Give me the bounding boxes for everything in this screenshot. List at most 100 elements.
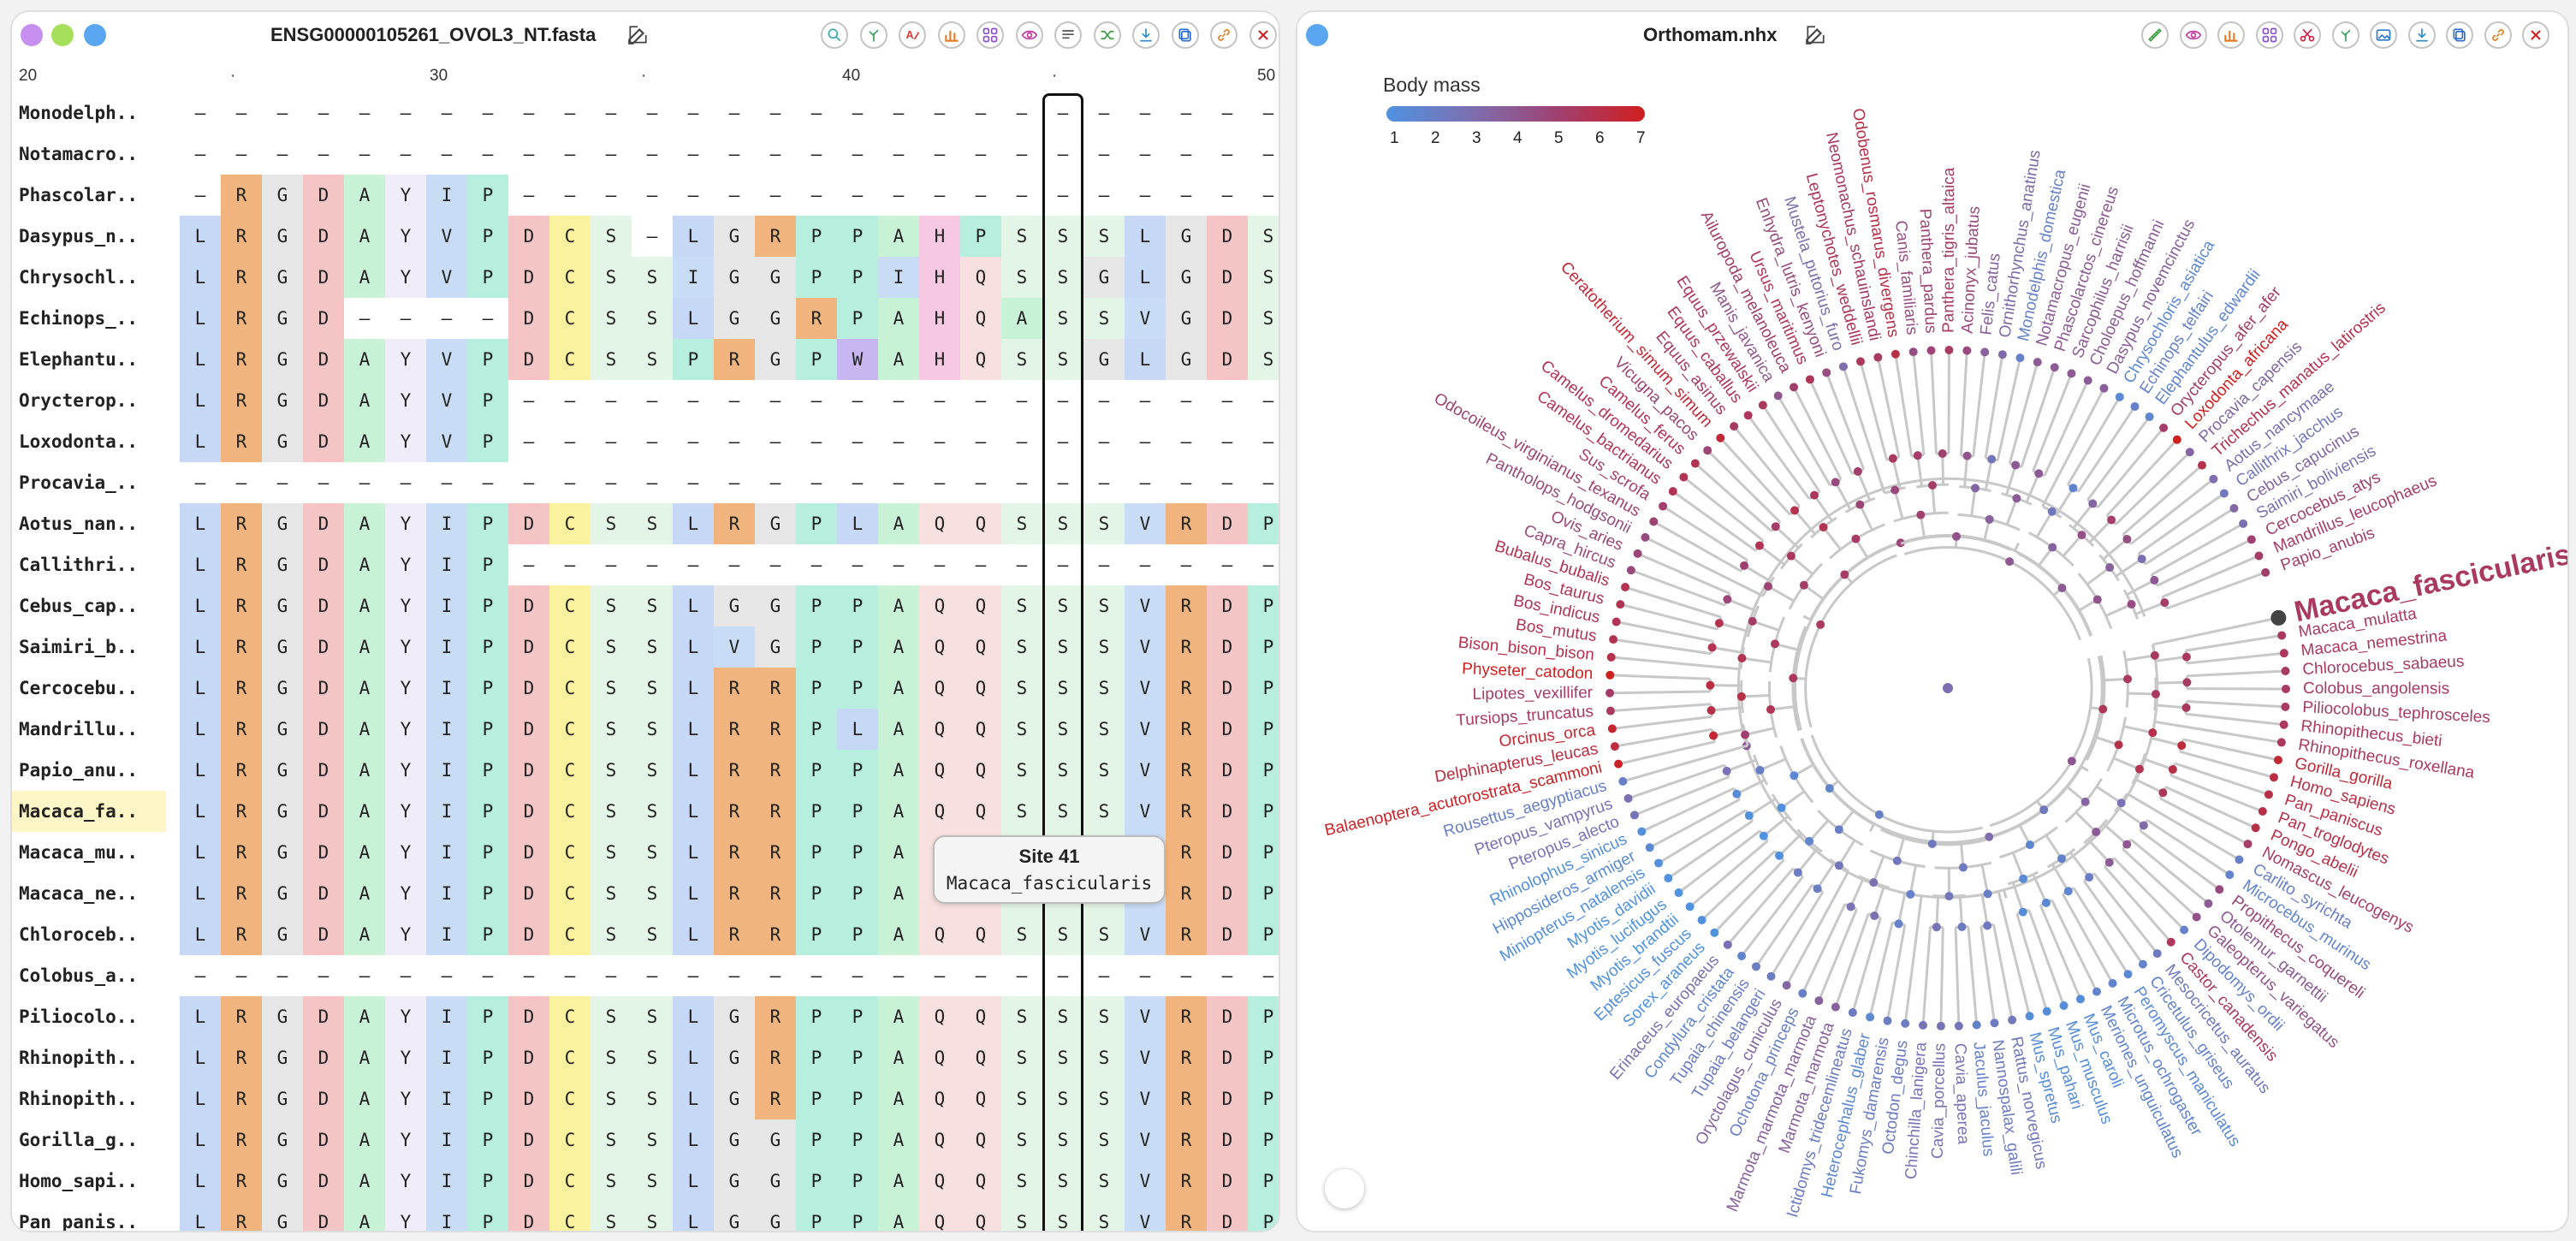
residue-cell[interactable]: A xyxy=(878,1202,919,1231)
residue-cell[interactable]: Q xyxy=(919,709,960,750)
internal-node[interactable] xyxy=(1870,911,1879,921)
residue-cell[interactable]: Y xyxy=(385,1078,426,1119)
internal-node[interactable] xyxy=(2012,494,2021,503)
tip-node[interactable] xyxy=(2219,489,2229,498)
residue-cell[interactable]: – xyxy=(919,421,960,462)
internal-node[interactable] xyxy=(1834,825,1843,834)
residue-cell[interactable]: – xyxy=(221,955,262,996)
residue-cell[interactable]: – xyxy=(632,92,673,134)
internal-node[interactable] xyxy=(1927,839,1937,848)
tip-node[interactable] xyxy=(1901,1018,1910,1028)
residue-cell[interactable]: – xyxy=(1042,380,1083,421)
residue-cell[interactable]: L xyxy=(673,668,714,709)
sequence-name[interactable]: Macaca_mu.. xyxy=(19,842,139,863)
residue-cell[interactable]: R xyxy=(755,1078,796,1119)
residue-cell[interactable]: I xyxy=(426,544,467,585)
residue-cell[interactable]: H xyxy=(919,298,960,339)
residue-cell[interactable]: Q xyxy=(919,996,960,1037)
residue-cell[interactable]: L xyxy=(180,503,221,544)
residue-cell[interactable]: L xyxy=(180,544,221,585)
residue-cell[interactable]: L xyxy=(673,1202,714,1231)
residue-cell[interactable]: S xyxy=(1042,1037,1083,1078)
residue-cell[interactable]: D xyxy=(508,914,549,955)
residue-cell[interactable]: L xyxy=(180,709,221,750)
residue-cell[interactable]: R xyxy=(221,709,262,750)
residue-cell[interactable]: L xyxy=(673,832,714,873)
residue-cell[interactable]: I xyxy=(426,1119,467,1161)
residue-cell[interactable]: R xyxy=(221,626,262,668)
residue-cell[interactable]: P xyxy=(1248,709,1279,750)
residue-cell[interactable]: D xyxy=(1207,339,1248,380)
residue-cell[interactable]: – xyxy=(796,421,837,462)
residue-cell[interactable]: – xyxy=(632,544,673,585)
internal-node[interactable] xyxy=(1707,643,1717,652)
residue-cell[interactable]: – xyxy=(221,134,262,175)
residue-cell[interactable]: G xyxy=(755,1161,796,1202)
residue-cell[interactable]: I xyxy=(426,503,467,544)
internal-node[interactable] xyxy=(2137,555,2146,564)
residue-cell[interactable]: C xyxy=(549,216,591,257)
tip-node[interactable] xyxy=(1990,1018,1999,1028)
residue-cell[interactable]: – xyxy=(1248,421,1279,462)
residue-cell[interactable]: G xyxy=(262,1078,303,1119)
residue-cell[interactable]: S xyxy=(1001,709,1042,750)
internal-node[interactable] xyxy=(2088,499,2098,508)
residue-cell[interactable]: R xyxy=(1166,709,1207,750)
image-button[interactable] xyxy=(2370,21,2397,49)
residue-cell[interactable]: P xyxy=(1248,791,1279,832)
residue-cell[interactable]: C xyxy=(549,298,591,339)
residue-cell[interactable]: – xyxy=(1042,134,1083,175)
residue-cell[interactable]: P xyxy=(1248,668,1279,709)
residue-cell[interactable]: – xyxy=(714,175,755,216)
internal-node[interactable] xyxy=(1906,889,1915,899)
internal-node[interactable] xyxy=(1771,639,1780,649)
internal-node[interactable] xyxy=(2114,740,2123,750)
residue-cell[interactable]: – xyxy=(1001,544,1042,585)
residue-cell[interactable]: – xyxy=(344,134,385,175)
tip-node[interactable] xyxy=(2008,1015,2017,1024)
residue-cell[interactable]: – xyxy=(755,134,796,175)
scissors-button[interactable] xyxy=(2294,21,2321,49)
sequence-name[interactable]: Rhinopith.. xyxy=(19,1089,139,1109)
residue-cell[interactable]: A xyxy=(878,996,919,1037)
internal-node[interactable] xyxy=(2177,741,2187,751)
residue-cell[interactable]: – xyxy=(673,462,714,503)
window-dot-green[interactable] xyxy=(51,24,74,46)
residue-cell[interactable]: – xyxy=(960,462,1001,503)
internal-node[interactable] xyxy=(1913,451,1922,460)
tip-node[interactable] xyxy=(2247,535,2256,544)
residue-cell[interactable]: G xyxy=(714,1202,755,1231)
residue-cell[interactable]: Y xyxy=(385,175,426,216)
shuffle-button[interactable] xyxy=(1093,21,1121,49)
tip-node[interactable] xyxy=(2239,519,2248,528)
tip-node[interactable] xyxy=(2042,1006,2051,1016)
residue-cell[interactable]: Q xyxy=(919,585,960,626)
residue-cell[interactable]: G xyxy=(262,257,303,298)
residue-cell[interactable]: S xyxy=(632,709,673,750)
sequence-name[interactable]: Dasypus_n.. xyxy=(19,226,139,246)
tip-node[interactable] xyxy=(1614,759,1623,769)
tip-node[interactable] xyxy=(2180,925,2189,935)
residue-cell[interactable]: L xyxy=(180,1119,221,1161)
sequence-name[interactable]: Notamacro.. xyxy=(19,144,139,164)
edit-icon[interactable] xyxy=(1804,24,1826,46)
residue-cell[interactable]: R xyxy=(1166,914,1207,955)
residue-cell[interactable]: Q xyxy=(960,1161,1001,1202)
sequence-row[interactable]: – – – – – – – – – – – – – – – – – – – – – – – – – – – xyxy=(180,92,1279,134)
tip-node[interactable] xyxy=(1737,952,1747,961)
residue-cell[interactable]: – xyxy=(1166,462,1207,503)
residue-cell[interactable]: C xyxy=(549,1202,591,1231)
residue-cell[interactable]: L xyxy=(673,503,714,544)
residue-cell[interactable]: – xyxy=(1166,134,1207,175)
residue-cell[interactable]: H xyxy=(919,216,960,257)
residue-cell[interactable]: G xyxy=(262,339,303,380)
tip-node[interactable] xyxy=(1954,1021,1963,1030)
internal-node[interactable] xyxy=(1722,766,1731,775)
residue-cell[interactable]: – xyxy=(755,544,796,585)
internal-node[interactable] xyxy=(2080,797,2090,806)
residue-cell[interactable]: Y xyxy=(385,832,426,873)
residue-cell[interactable]: P xyxy=(467,1161,508,1202)
residue-cell[interactable]: G xyxy=(262,216,303,257)
